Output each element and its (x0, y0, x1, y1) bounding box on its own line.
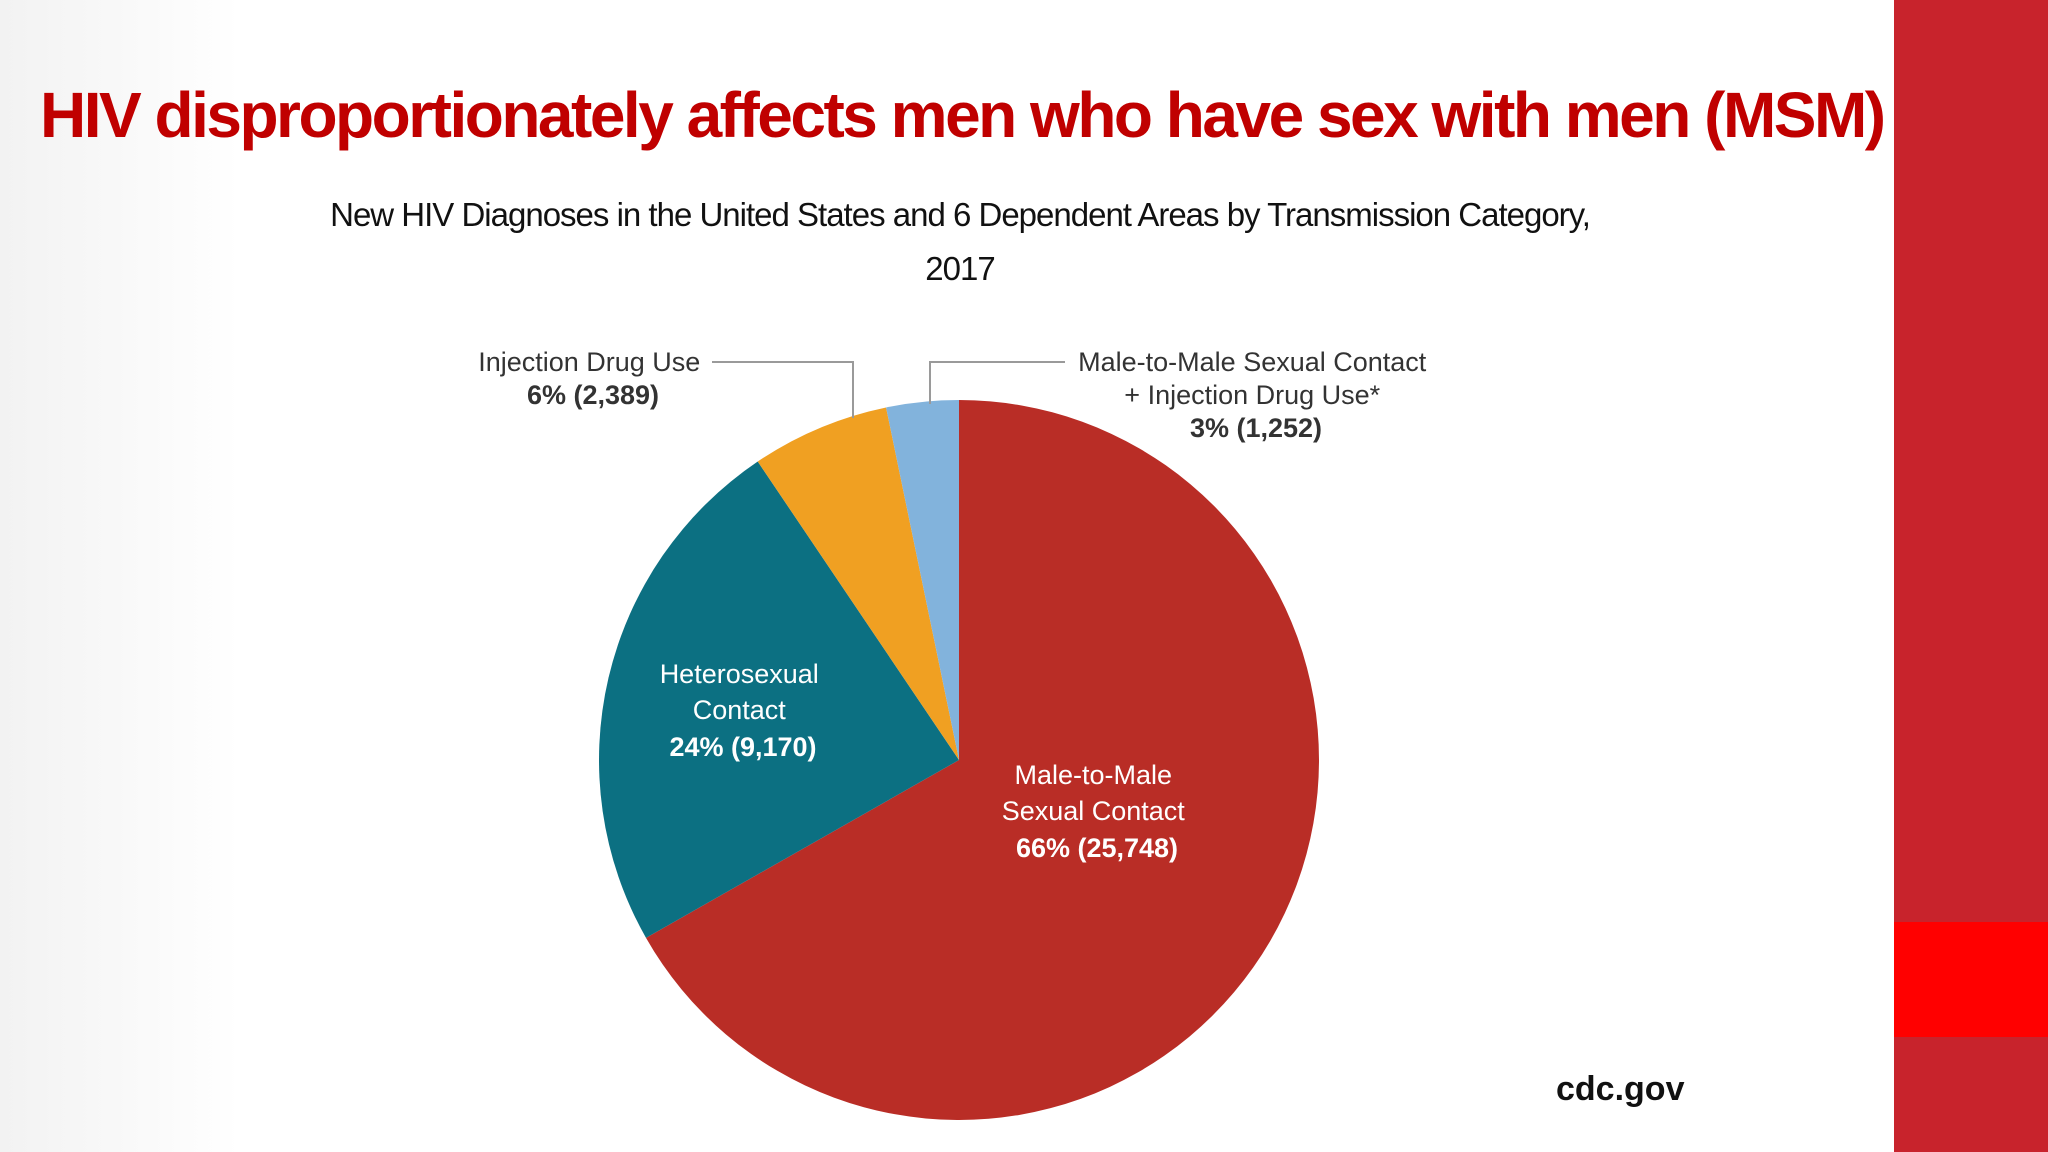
slide-title: HIV disproportionately affects men who h… (40, 79, 1886, 151)
slice-label-heterosexual: Heterosexual Contact 24% (9,170) (660, 659, 827, 762)
pie-slice-heterosexual (599, 461, 959, 938)
slice-value-heterosexual: 24% (9,170) (669, 732, 816, 762)
slice-value-msm: 66% (25,748) (1016, 833, 1178, 863)
chart-title-line-2: 2017 (925, 250, 995, 287)
chart-title-line-1: New HIV Diagnoses in the United States a… (330, 196, 1591, 233)
slice-label-idu: Injection Drug Use 6% (2,389) (478, 347, 708, 410)
pie-slices (599, 400, 1320, 1121)
slice-label-msm: Male-to-Male Sexual Contact 66% (25,748) (1002, 760, 1193, 863)
leader-line-msm-idu (929, 361, 1065, 404)
slice-value-idu: 6% (2,389) (527, 380, 659, 410)
slice-label-msm-line-1: Male-to-Male (1014, 760, 1172, 790)
leader-lines (712, 361, 1065, 418)
pie-slice-msm (646, 400, 1320, 1121)
slice-value-msm-idu: 3% (1,252) (1190, 413, 1322, 443)
side-accent-block (1894, 922, 2048, 1037)
slice-label-msm-idu-line-2: + Injection Drug Use* (1124, 380, 1380, 410)
slice-label-idu-line-1: Injection Drug Use (478, 347, 700, 377)
slice-label-msm-idu-line-1: Male-to-Male Sexual Contact (1078, 347, 1427, 377)
source-credit: cdc.gov (1556, 1070, 1685, 1108)
slice-label-heterosexual-line-1: Heterosexual (660, 659, 819, 689)
leader-line-idu (712, 361, 854, 418)
slice-label-heterosexual-line-2: Contact (693, 695, 787, 725)
pie-slice-msm-idu (886, 400, 959, 760)
slice-label-msm-idu: Male-to-Male Sexual Contact + Injection … (1078, 347, 1434, 443)
chart-title: New HIV Diagnoses in the United States a… (240, 188, 1680, 296)
slice-label-msm-line-2: Sexual Contact (1002, 796, 1186, 826)
pie-slice-idu (757, 407, 959, 760)
